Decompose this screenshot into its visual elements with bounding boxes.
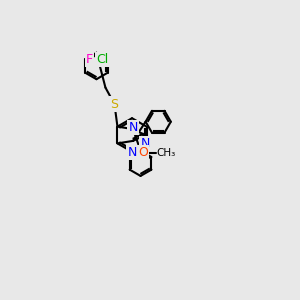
Text: N: N (127, 146, 137, 159)
Text: O: O (138, 146, 148, 159)
Text: CH₃: CH₃ (156, 148, 176, 158)
Text: F: F (86, 53, 93, 66)
Text: S: S (110, 98, 118, 111)
Text: N: N (128, 121, 138, 134)
Text: Cl: Cl (96, 53, 109, 66)
Text: N: N (140, 137, 150, 150)
